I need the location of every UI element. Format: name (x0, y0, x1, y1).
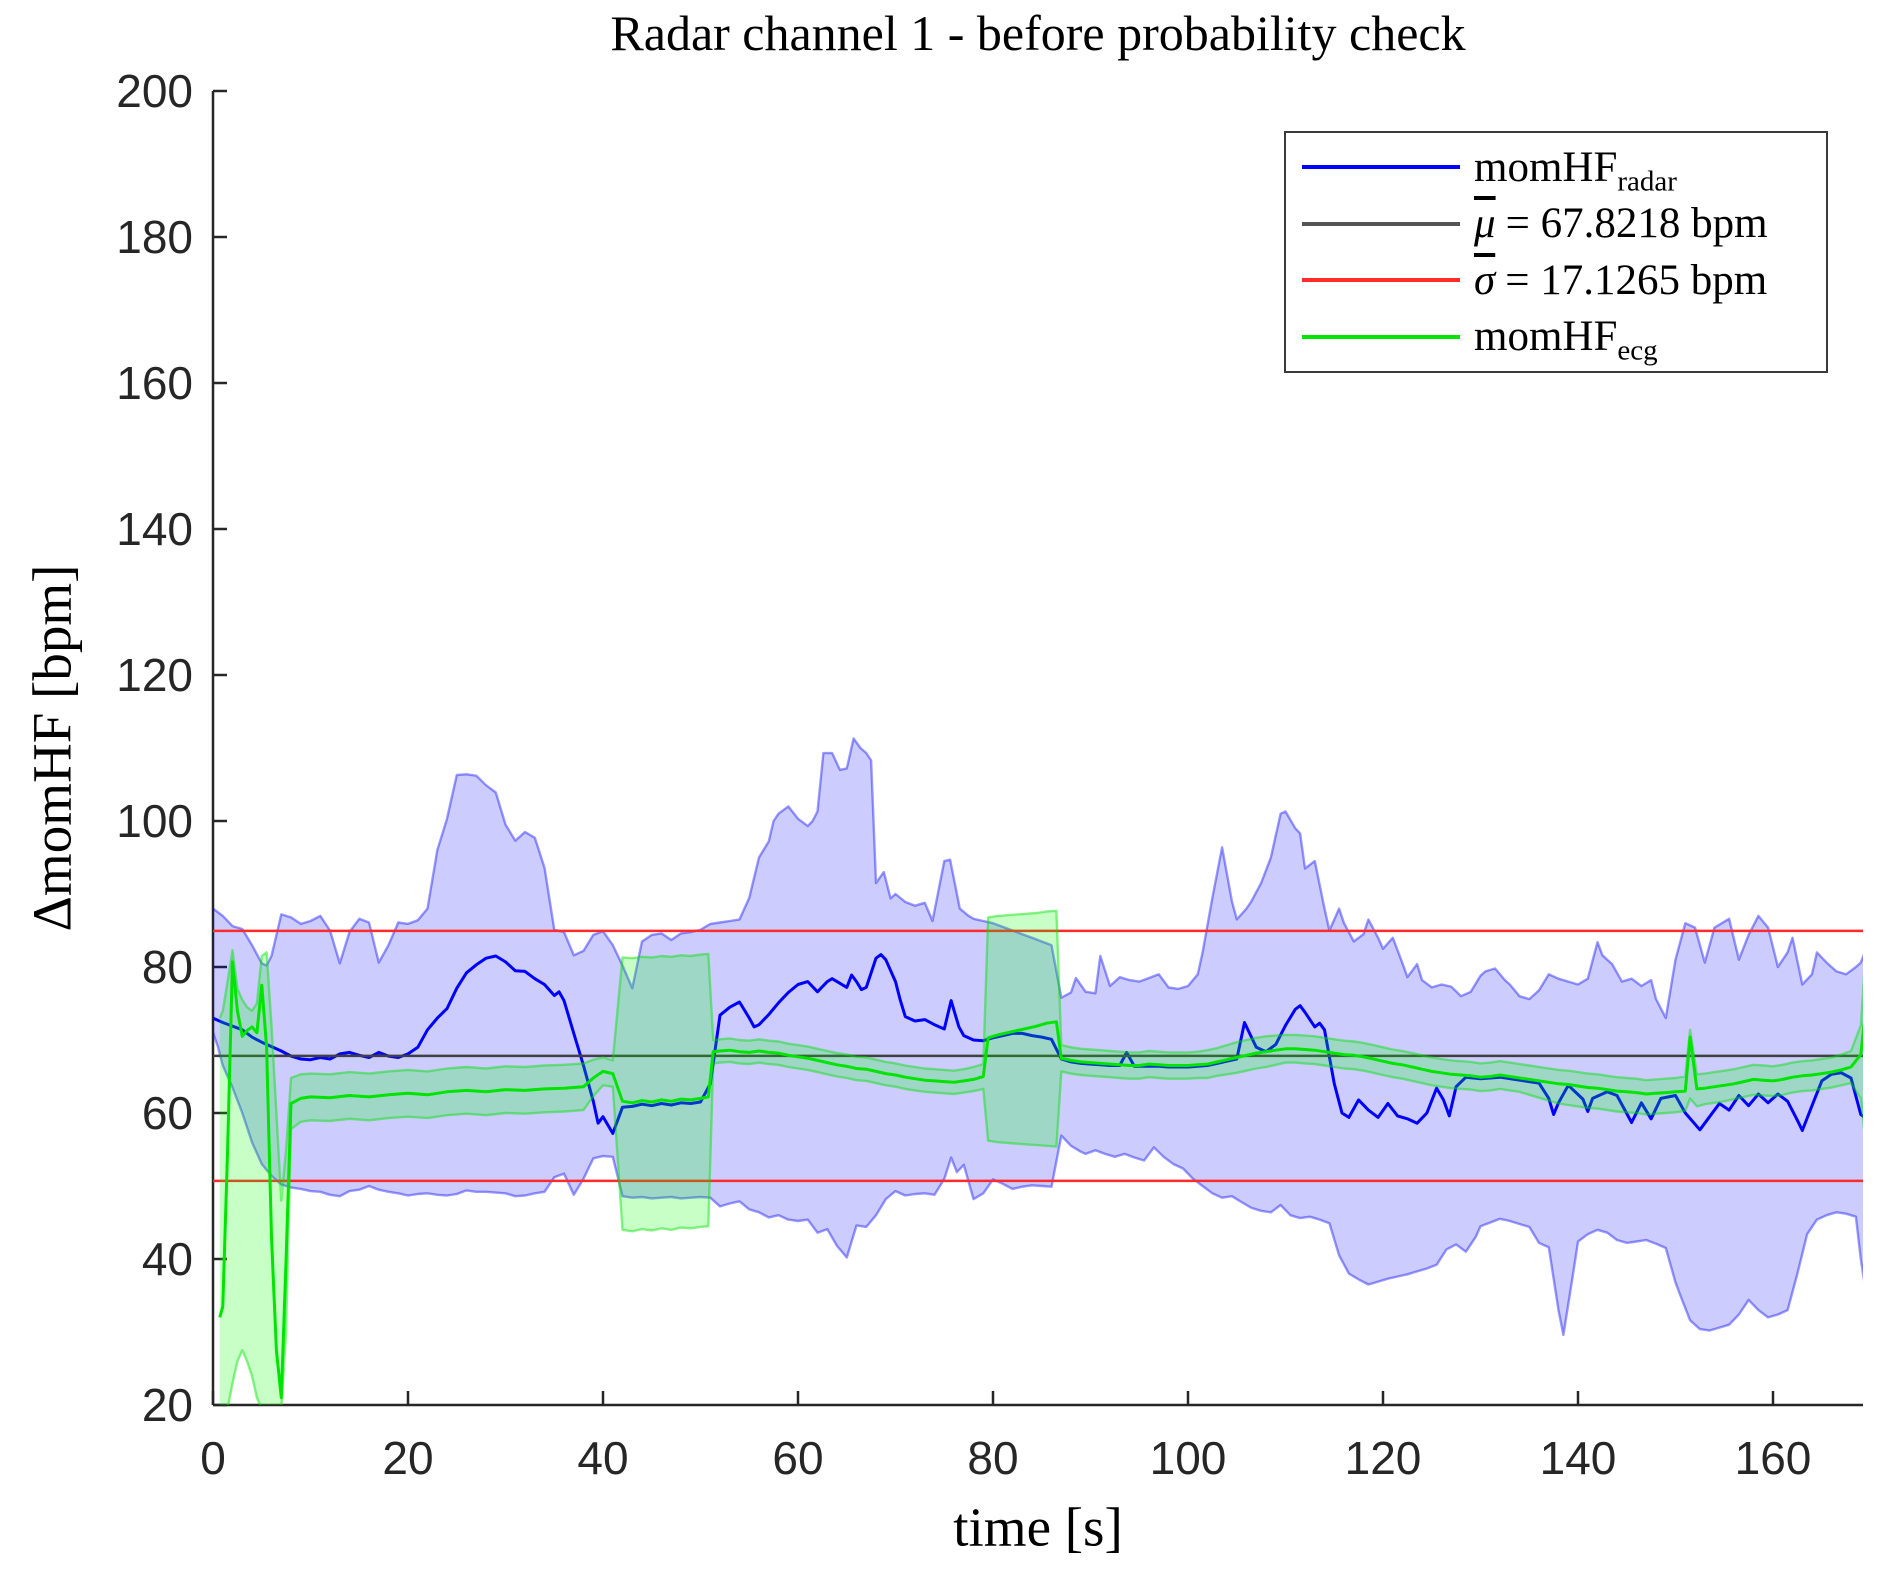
x-tick-label: 80 (967, 1432, 1018, 1484)
y-tick-label: 120 (116, 649, 193, 701)
x-tick-label: 40 (577, 1432, 628, 1484)
legend-item-mean: μ = 67.8218 bpm (1286, 197, 1826, 251)
chart-title: Radar channel 1 - before probability che… (610, 5, 1466, 61)
legend-item-momhf-ecg: momHFecg (1286, 310, 1826, 365)
y-tick-label: 80 (142, 941, 193, 993)
y-tick-label: 100 (116, 795, 193, 847)
momhf-radar-band-upper-edge (213, 737, 1863, 1020)
y-tick-label: 200 (116, 65, 193, 117)
x-tick-label: 20 (382, 1432, 433, 1484)
x-tick-label: 60 (772, 1432, 823, 1484)
legend-box: momHFradar μ = 67.8218 bpm σ = 17.1265 bpm… (1284, 131, 1828, 373)
legend-line-gray (1302, 221, 1460, 226)
legend-label-mean: μ = 67.8218 bpm (1474, 202, 1768, 245)
x-tick-label: 160 (1735, 1432, 1812, 1484)
legend-label-main: momHF (1474, 313, 1618, 361)
momhf-ecg-line (218, 960, 1863, 1400)
momhf-ecg-band-lower-edge (227, 1060, 1863, 1405)
y-tick-label: 180 (116, 211, 193, 263)
y-tick-label: 160 (116, 357, 193, 409)
legend-label-momhf-radar: momHFradar (1474, 143, 1677, 196)
mean-value-text: = 67.8218 bpm (1505, 200, 1768, 248)
momhf-ecg-band (219, 910, 1863, 1405)
legend-line-blue (1302, 165, 1460, 170)
legend-item-momhf-radar: momHFradar (1286, 140, 1826, 196)
legend-label-sigma: σ = 17.1265 bpm (1474, 259, 1767, 302)
legend-line-green (1302, 334, 1460, 339)
momhf-ecg-band-upper-edge (218, 909, 1863, 1202)
legend-label-sub: radar (1617, 165, 1677, 198)
x-tick-label: 0 (200, 1432, 226, 1484)
x-tick-label: 120 (1345, 1432, 1422, 1484)
y-tick-label: 40 (142, 1233, 193, 1285)
y-tick-label: 140 (116, 503, 193, 555)
x-axis-label: time [s] (953, 1496, 1123, 1558)
momhf-radar-band-lower-edge (213, 1032, 1863, 1337)
y-tick-label: 20 (142, 1379, 193, 1431)
y-axis-label: ΔmomHF [bpm] (21, 564, 83, 932)
legend-item-sigma: σ = 17.1265 bpm (1286, 253, 1826, 307)
x-tick-label: 100 (1150, 1432, 1227, 1484)
legend-label-main: momHF (1474, 143, 1618, 191)
mu-symbol: μ (1474, 200, 1496, 248)
y-tick-label: 60 (142, 1087, 193, 1139)
sigma-value-text: = 17.1265 bpm (1505, 256, 1768, 304)
x-tick-label: 140 (1540, 1432, 1617, 1484)
sigma-symbol: σ (1474, 256, 1496, 304)
legend-label-momhf-ecg: momHFecg (1474, 313, 1658, 365)
legend-line-red (1302, 278, 1460, 283)
legend-label-sub: ecg (1617, 334, 1658, 367)
